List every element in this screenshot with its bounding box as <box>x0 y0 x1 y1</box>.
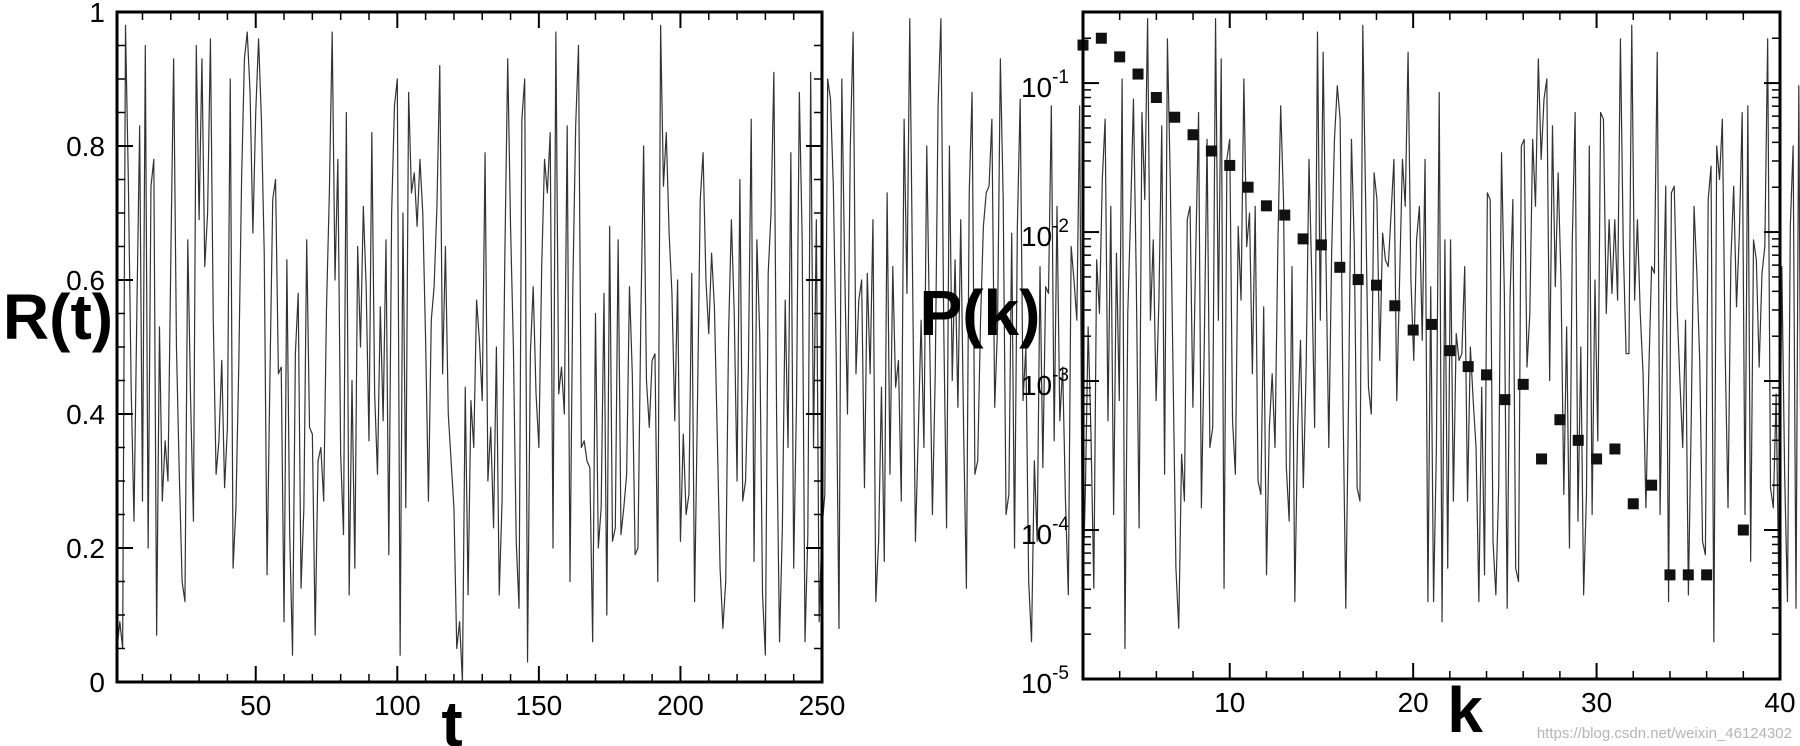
left-series-line <box>116 18 1800 683</box>
right-data-point <box>1315 239 1327 251</box>
right-data-point <box>1536 453 1548 465</box>
right-xtick-label: 10 <box>1214 687 1245 718</box>
right-data-point <box>1132 68 1144 80</box>
right-data-point <box>1095 32 1107 44</box>
right-data-point <box>1352 274 1364 286</box>
right-ytick-label: 10-5 <box>1021 663 1069 699</box>
right-data-point <box>1517 378 1529 390</box>
right-data-point <box>1737 524 1749 536</box>
right-data-point <box>1389 300 1401 312</box>
right-data-point <box>1334 261 1346 273</box>
left-ytick-label: 0.4 <box>66 399 105 430</box>
left-plot-frame <box>115 10 824 684</box>
right-marker-layer <box>1077 32 1749 581</box>
right-data-point <box>1554 414 1566 426</box>
right-data-point <box>1169 111 1181 123</box>
right-data-point <box>1591 453 1603 465</box>
left-ylabel: R(t) <box>3 281 113 353</box>
right-ytick-label: 10-4 <box>1021 514 1069 550</box>
right-data-point <box>1205 145 1217 157</box>
right-ytick-label: 10-2 <box>1021 216 1069 252</box>
right-data-point <box>1682 569 1694 581</box>
right-data-point <box>1609 443 1621 455</box>
right-data-point <box>1407 324 1419 336</box>
left-ytick-label: 0.2 <box>66 533 105 564</box>
right-data-point <box>1572 434 1584 446</box>
right-data-point <box>1279 209 1291 221</box>
right-xtick-label: 20 <box>1398 687 1429 718</box>
right-data-point <box>1444 345 1456 357</box>
right-data-point <box>1297 233 1309 245</box>
right-data-point <box>1370 279 1382 291</box>
left-ytick-label: 0 <box>89 667 105 698</box>
right-xtick-label: 30 <box>1581 687 1612 718</box>
right-plot-frame <box>1081 10 1782 681</box>
left-yticks: 0 0.2 0.4 0.6 0.8 1 <box>66 0 822 698</box>
right-data-point <box>1114 51 1126 63</box>
left-chart: 50 100 150 200 250 0 0.2 0.4 0.6 0.8 1 R(t) t <box>3 0 1800 746</box>
left-xtick-label: 100 <box>374 690 421 721</box>
right-ytick-label: 10-3 <box>1021 365 1069 401</box>
right-data-point <box>1701 569 1713 581</box>
watermark-text: https://blog.csdn.net/weixin_46124302 <box>1536 725 1792 742</box>
left-ytick-label: 0.6 <box>66 265 105 296</box>
right-xtick-label: 40 <box>1764 687 1795 718</box>
right-data-point <box>1150 92 1162 104</box>
left-ytick-label: 1 <box>89 0 105 28</box>
right-data-point <box>1462 361 1474 373</box>
right-ylabel: P(k) <box>920 277 1041 349</box>
right-data-point <box>1627 498 1639 510</box>
left-xtick-label: 250 <box>799 690 846 721</box>
right-xlabel: k <box>1447 674 1483 746</box>
right-data-point <box>1224 159 1236 171</box>
right-data-point <box>1664 569 1676 581</box>
left-line-layer <box>116 18 1800 683</box>
left-xtick-label: 50 <box>240 690 271 721</box>
right-data-point <box>1242 181 1254 193</box>
right-xticks: 10 20 30 40 <box>1118 12 1796 718</box>
right-data-point <box>1187 129 1199 141</box>
right-chart: 10 20 30 40 10-5 10-4 10-3 10-2 10-1 P(k) k <box>920 10 1796 746</box>
right-data-point <box>1260 200 1272 212</box>
right-data-point <box>1426 318 1437 330</box>
right-data-point <box>1481 369 1493 381</box>
left-xticks: 50 100 150 200 250 <box>141 12 846 721</box>
left-xtick-label: 200 <box>657 690 704 721</box>
left-ytick-label: 0.8 <box>66 131 105 162</box>
right-yticks: 10-5 10-4 10-3 10-2 10-1 <box>1021 37 1780 699</box>
left-xtick-label: 150 <box>516 690 563 721</box>
right-data-point <box>1646 479 1658 491</box>
right-ytick-label: 10-1 <box>1021 67 1069 103</box>
right-data-point <box>1499 394 1511 406</box>
left-xlabel: t <box>441 688 462 746</box>
